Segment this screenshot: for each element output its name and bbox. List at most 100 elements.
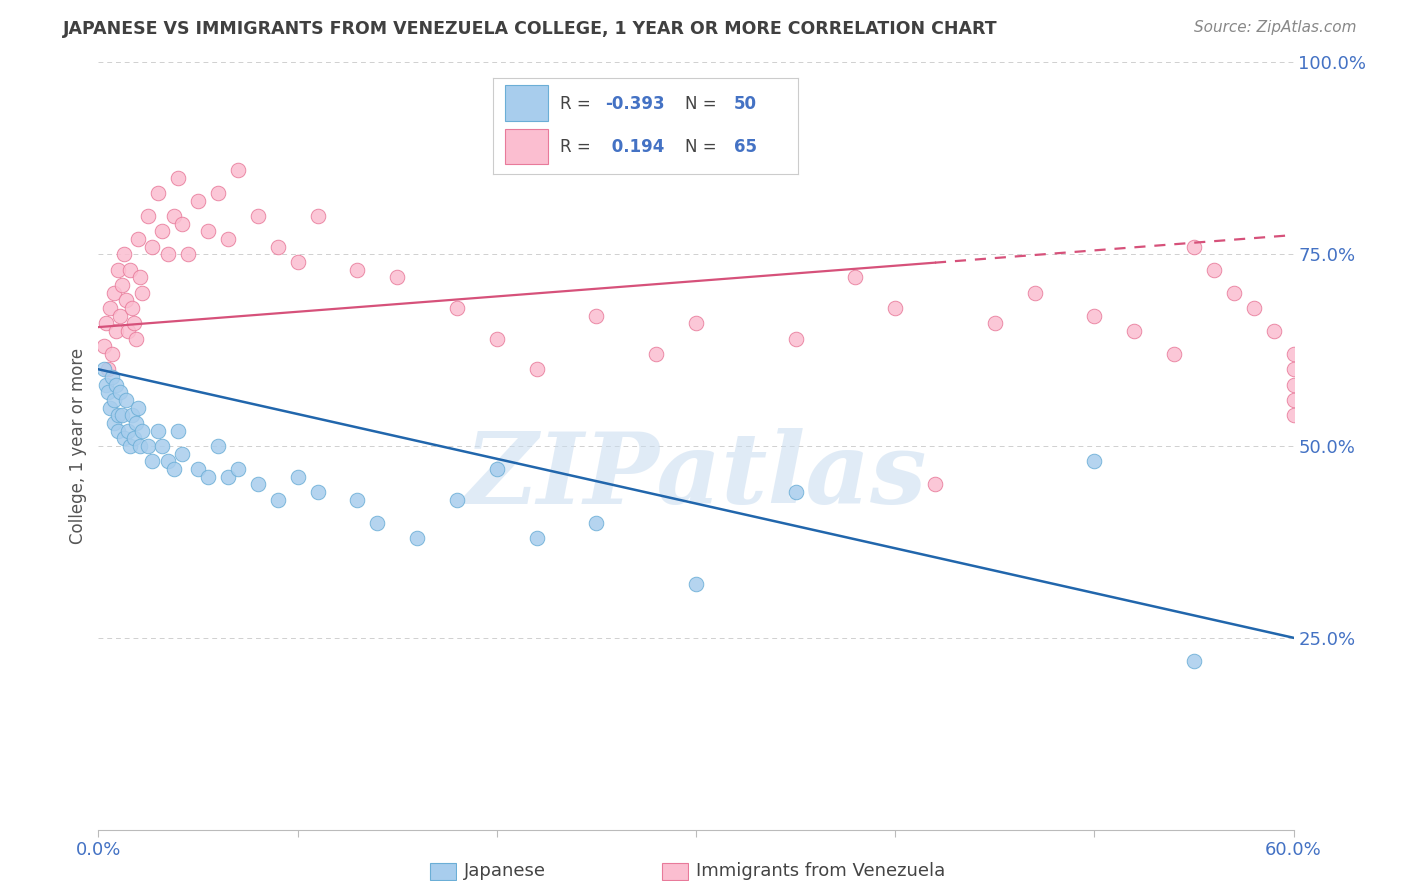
Point xyxy=(307,209,329,223)
Point xyxy=(226,462,249,476)
Point xyxy=(157,454,180,468)
Point xyxy=(110,385,132,400)
Point xyxy=(207,186,229,200)
Point xyxy=(1282,377,1305,392)
Point xyxy=(446,492,468,507)
Point xyxy=(96,377,118,392)
Point xyxy=(485,462,508,476)
Text: ZIPatlas: ZIPatlas xyxy=(465,428,927,524)
Point xyxy=(346,492,368,507)
Point xyxy=(98,401,122,415)
Point xyxy=(136,209,159,223)
Point xyxy=(105,377,128,392)
Point xyxy=(163,462,186,476)
Text: Source: ZipAtlas.com: Source: ZipAtlas.com xyxy=(1194,20,1357,35)
Point xyxy=(148,186,170,200)
Point xyxy=(1282,362,1305,376)
Point xyxy=(167,424,190,438)
Point xyxy=(1182,654,1205,668)
Point xyxy=(93,339,115,353)
Point xyxy=(1263,324,1285,338)
Point xyxy=(287,469,309,483)
Point xyxy=(103,285,125,300)
Point xyxy=(120,439,142,453)
Point xyxy=(984,316,1007,330)
Point xyxy=(884,301,907,315)
Text: JAPANESE VS IMMIGRANTS FROM VENEZUELA COLLEGE, 1 YEAR OR MORE CORRELATION CHART: JAPANESE VS IMMIGRANTS FROM VENEZUELA CO… xyxy=(63,20,998,37)
Point xyxy=(121,409,143,423)
Point xyxy=(172,217,194,231)
Point xyxy=(96,316,118,330)
Point xyxy=(101,347,124,361)
Point xyxy=(207,439,229,453)
Point xyxy=(645,347,668,361)
Point xyxy=(1024,285,1046,300)
Point xyxy=(1282,347,1305,361)
Point xyxy=(287,255,309,269)
Point xyxy=(115,293,138,308)
Point xyxy=(97,362,120,376)
Point xyxy=(267,492,290,507)
Point xyxy=(167,170,190,185)
Point xyxy=(121,301,143,315)
Point xyxy=(112,247,135,261)
Point xyxy=(785,332,807,346)
Point xyxy=(101,370,124,384)
Point xyxy=(1083,454,1105,468)
Point xyxy=(129,270,152,285)
Point xyxy=(172,447,194,461)
Point xyxy=(93,362,115,376)
Point xyxy=(785,485,807,500)
Point xyxy=(107,409,129,423)
Point xyxy=(685,577,707,591)
Point xyxy=(127,232,149,246)
Point xyxy=(346,262,368,277)
Point xyxy=(111,277,134,292)
Point xyxy=(112,431,135,445)
Point xyxy=(406,531,429,545)
Point xyxy=(1123,324,1146,338)
Point xyxy=(125,332,148,346)
Point xyxy=(217,232,239,246)
Point xyxy=(924,477,946,491)
Point xyxy=(197,224,219,238)
Point xyxy=(129,439,152,453)
Point xyxy=(115,392,138,407)
Point xyxy=(163,209,186,223)
Point xyxy=(246,477,269,491)
Point xyxy=(177,247,200,261)
Point xyxy=(1282,392,1305,407)
Point xyxy=(1163,347,1185,361)
Point xyxy=(124,431,146,445)
Point xyxy=(120,262,142,277)
Point xyxy=(267,239,290,253)
Point xyxy=(103,416,125,430)
Point xyxy=(1182,239,1205,253)
Point xyxy=(307,485,329,500)
Point xyxy=(103,392,125,407)
Point xyxy=(226,162,249,177)
Point xyxy=(187,462,209,476)
Point xyxy=(111,409,134,423)
Y-axis label: College, 1 year or more: College, 1 year or more xyxy=(69,348,87,544)
Point xyxy=(685,316,707,330)
Point xyxy=(1223,285,1246,300)
Point xyxy=(187,194,209,208)
Point xyxy=(217,469,239,483)
Point xyxy=(485,332,508,346)
Point xyxy=(150,224,173,238)
Point xyxy=(1083,309,1105,323)
Point xyxy=(107,424,129,438)
Point xyxy=(141,239,163,253)
Point xyxy=(105,324,128,338)
Point xyxy=(526,531,548,545)
Point xyxy=(148,424,170,438)
Point xyxy=(1243,301,1265,315)
Point xyxy=(366,516,388,530)
Point xyxy=(1282,409,1305,423)
Point xyxy=(110,309,132,323)
Point xyxy=(585,309,607,323)
Point xyxy=(141,454,163,468)
Point xyxy=(97,385,120,400)
Point xyxy=(131,424,153,438)
